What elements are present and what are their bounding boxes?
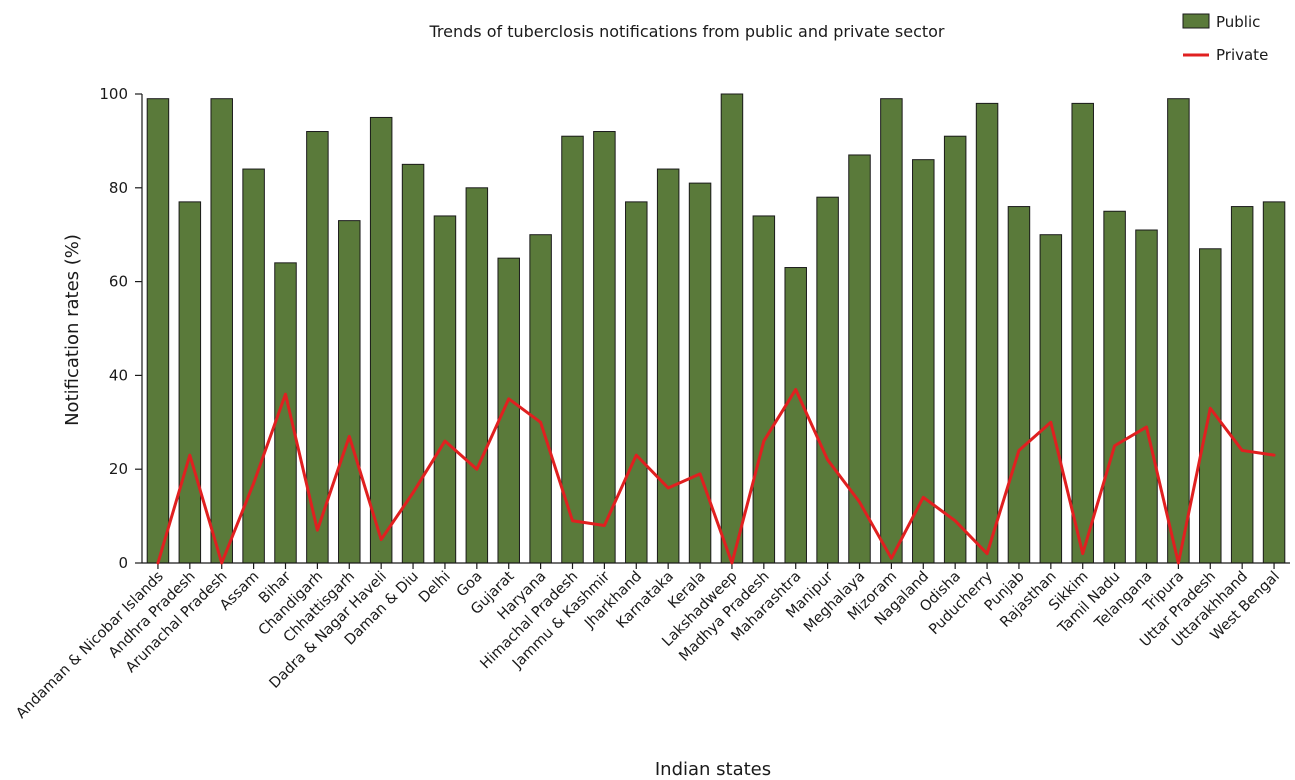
bar-public bbox=[880, 98, 903, 564]
y-tick-label: 40 bbox=[109, 366, 128, 384]
y-tick-label: 80 bbox=[109, 179, 128, 197]
bar-public bbox=[433, 215, 457, 564]
legend-label-public: Public bbox=[1216, 13, 1260, 31]
bar-public bbox=[1039, 234, 1063, 564]
y-tick-label: 100 bbox=[99, 85, 128, 103]
x-tick-label: Delhi bbox=[416, 569, 454, 607]
y-tick-label: 60 bbox=[109, 273, 128, 291]
bar-public bbox=[1230, 206, 1254, 564]
bar-public bbox=[1103, 210, 1126, 564]
bar-public bbox=[656, 168, 680, 564]
bar-public bbox=[1199, 248, 1222, 564]
bar-public bbox=[593, 131, 616, 564]
bar-public bbox=[465, 187, 489, 564]
bar-public bbox=[146, 98, 170, 564]
bar-public bbox=[975, 102, 999, 564]
x-axis-title: Indian states bbox=[655, 759, 771, 780]
bar-public bbox=[369, 116, 393, 564]
bar-public bbox=[1007, 206, 1031, 564]
bar-public bbox=[1262, 201, 1286, 564]
bar-public bbox=[943, 135, 967, 564]
bar-public bbox=[210, 98, 233, 564]
legend: Public Private bbox=[1182, 13, 1268, 64]
legend-swatch-public bbox=[1182, 13, 1210, 29]
bar-public bbox=[784, 267, 807, 564]
y-tick-label: 20 bbox=[109, 460, 128, 478]
bar-public bbox=[752, 215, 776, 564]
series-line-private bbox=[156, 387, 1276, 565]
bar-public bbox=[1167, 98, 1190, 564]
bar-public bbox=[338, 220, 361, 564]
bar-public bbox=[1071, 102, 1094, 564]
bar-public bbox=[816, 196, 839, 564]
y-axis-title: Notification rates (%) bbox=[62, 234, 83, 426]
bar-public bbox=[720, 93, 744, 564]
bar-public bbox=[1135, 229, 1158, 564]
bar-public bbox=[688, 182, 712, 564]
bar-public bbox=[178, 201, 202, 564]
bar-public bbox=[497, 257, 520, 564]
chart-title: Trends of tuberclosis notifications from… bbox=[429, 22, 945, 41]
legend-label-private: Private bbox=[1216, 46, 1268, 64]
bar-public bbox=[529, 234, 552, 564]
bar-public bbox=[625, 201, 648, 564]
y-tick-label: 0 bbox=[118, 554, 128, 572]
